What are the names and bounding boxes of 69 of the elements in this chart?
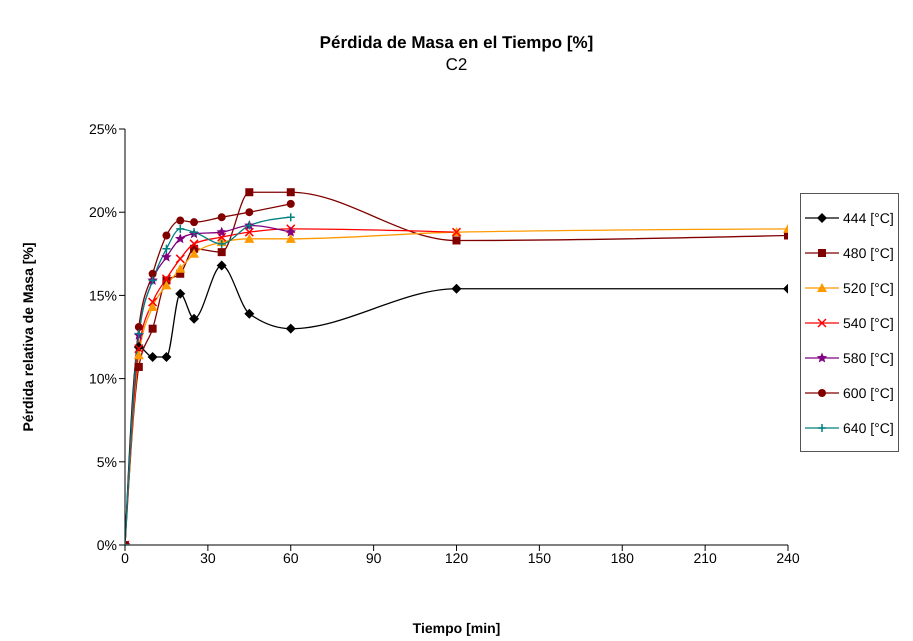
point [175, 288, 186, 299]
point [216, 260, 227, 270]
x-tick-label: 0 [121, 550, 130, 566]
point [218, 248, 226, 256]
point [175, 233, 186, 244]
point [286, 324, 296, 334]
point [161, 252, 172, 262]
x-tick-label: 240 [776, 550, 800, 566]
legend-label: 640 [°C] [843, 420, 894, 436]
point [452, 284, 462, 294]
y-tick-label: 10% [88, 370, 117, 387]
x-tick-label: 150 [528, 550, 552, 566]
point [162, 244, 172, 254]
point [148, 270, 157, 278]
point [161, 352, 172, 362]
point [148, 297, 158, 307]
y-tick-label: 0% [96, 536, 117, 553]
x-tick-label: 60 [282, 550, 299, 566]
point [162, 231, 170, 240]
point [286, 234, 296, 243]
point [148, 324, 157, 333]
point [286, 224, 296, 234]
point [134, 362, 143, 371]
point [218, 213, 226, 222]
point [244, 234, 254, 243]
y-tick-label: 20% [88, 204, 117, 220]
point [245, 208, 254, 216]
point [286, 212, 296, 222]
legend-label: 520 [°C] [843, 280, 894, 296]
y-tick-label: 5% [96, 454, 117, 470]
point [244, 308, 254, 319]
x-tick-label: 30 [200, 550, 216, 566]
point [245, 188, 254, 196]
point [244, 227, 254, 237]
point [161, 280, 172, 290]
x-axis-title: Tiempo [min] [412, 620, 502, 636]
point [176, 254, 185, 264]
point [189, 314, 200, 324]
y-tick-label: 15% [88, 287, 117, 304]
legend-label: 444 [°C] [843, 210, 894, 226]
point [148, 302, 158, 312]
point [286, 226, 296, 237]
legend-label: 600 [°C] [843, 384, 894, 400]
point [216, 239, 226, 249]
x-tick-label: 120 [444, 550, 468, 566]
chart-title: Pérdida de Masa en el Tiempo [%] [318, 33, 594, 53]
point [189, 248, 200, 258]
legend-label: 480 [°C] [843, 244, 894, 260]
point [176, 216, 184, 225]
point [134, 323, 143, 332]
y-axis-title: Pérdida relativa de Masa [%] [20, 242, 36, 432]
point [176, 224, 185, 234]
y-tick-label: 25% [88, 120, 117, 137]
point [134, 350, 144, 360]
x-tick-label: 90 [366, 550, 382, 566]
point [148, 352, 158, 362]
point [216, 232, 226, 242]
chart-subtitle: C2 [444, 55, 468, 75]
point [286, 188, 295, 196]
point [216, 226, 227, 237]
x-tick-label: 210 [693, 550, 718, 566]
point [175, 264, 186, 273]
legend-label: 580 [°C] [843, 350, 894, 366]
point [189, 239, 199, 249]
x-tick-label: 180 [610, 550, 634, 566]
point [286, 200, 295, 208]
point [190, 218, 198, 226]
legend-label: 540 [°C] [843, 314, 894, 330]
point [452, 236, 460, 244]
